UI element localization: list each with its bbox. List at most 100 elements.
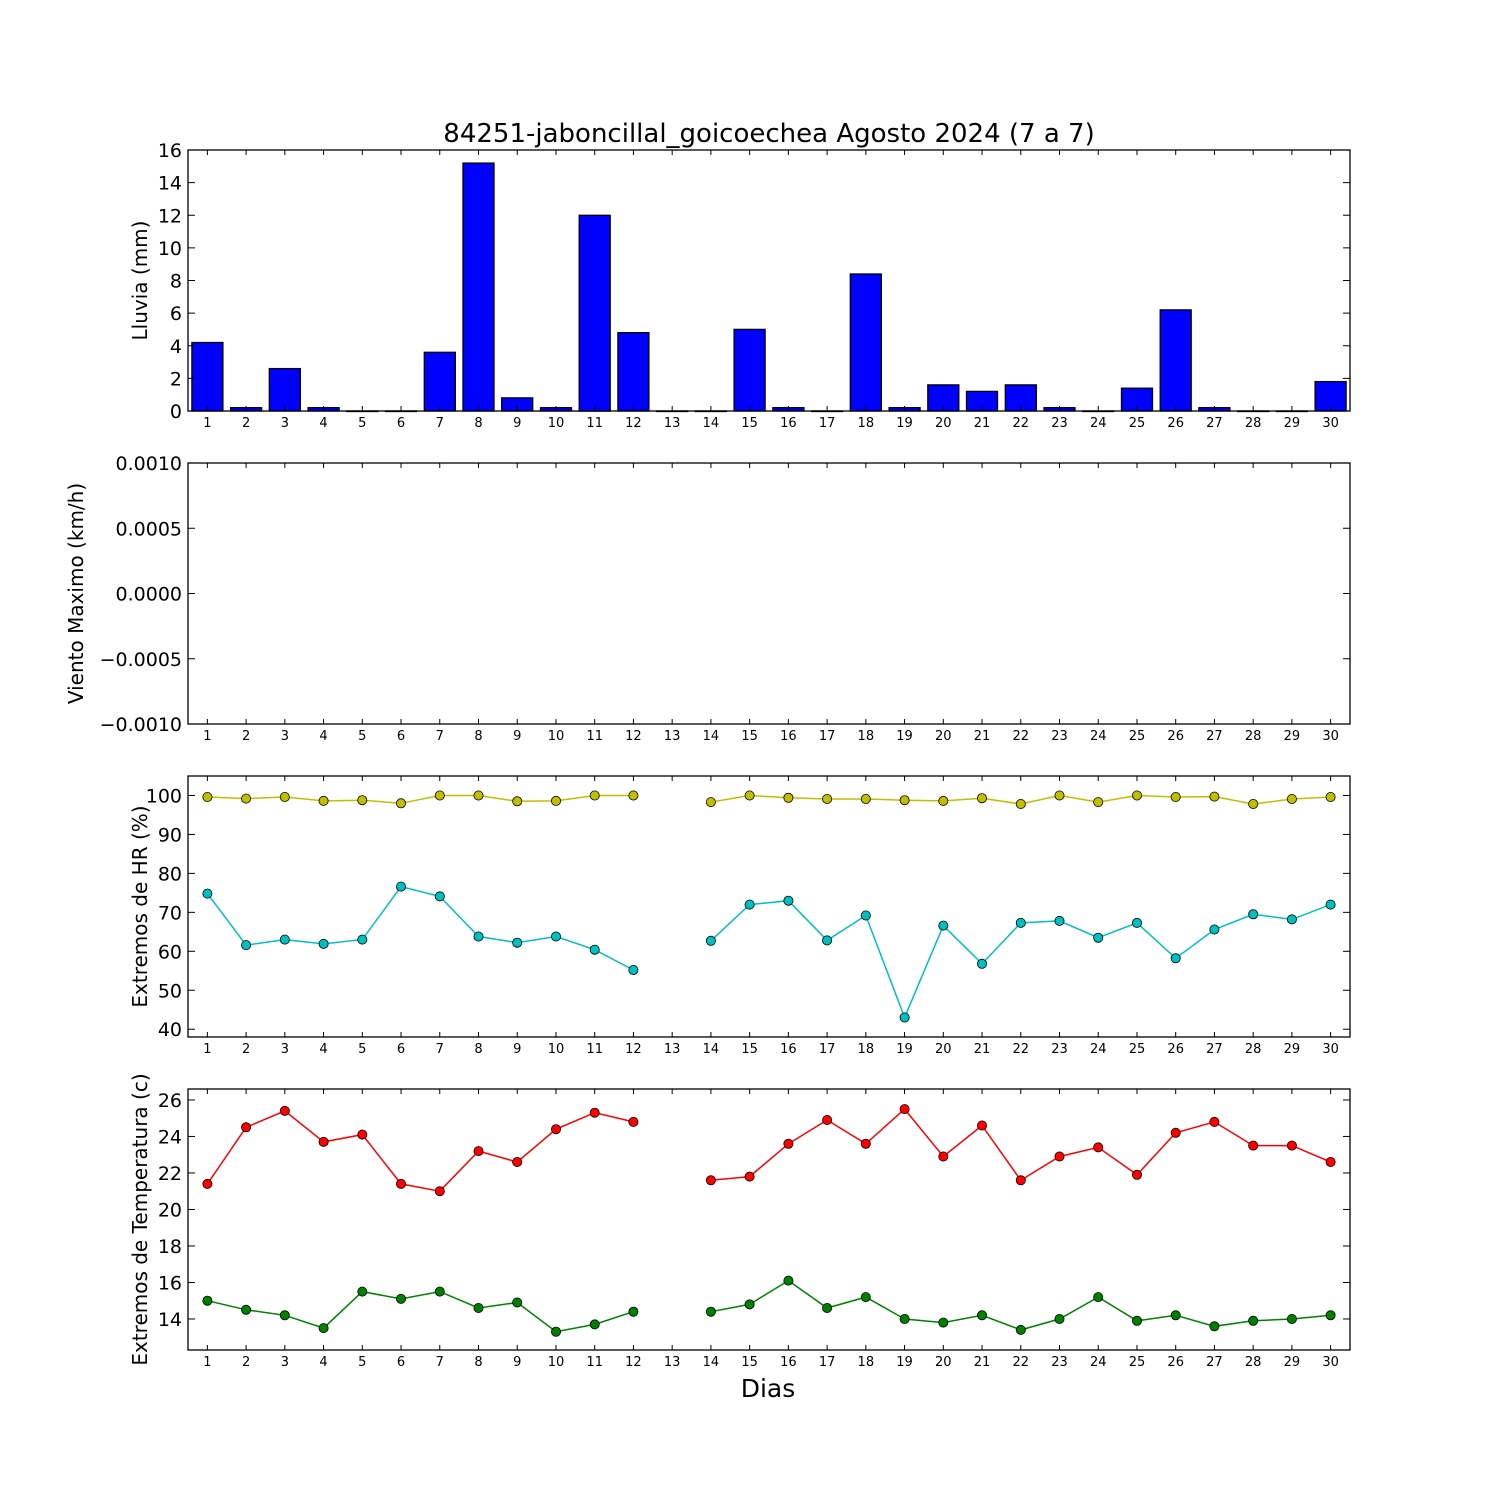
temperature-xtick-label: 13 [664,1355,681,1370]
wind-xtick-label: 14 [703,729,720,744]
humidity-series-1-point [473,790,484,801]
temperature-xtick-label: 3 [281,1355,289,1370]
wind-ytick-label: 0.0005 [116,518,182,540]
temperature-xtick-label: 16 [780,1355,797,1370]
temperature-series-2-point [357,1286,368,1297]
rain-xtick-label: 28 [1245,416,1262,431]
rain-xtick-label: 1 [203,416,211,431]
humidity-series-2-point [705,935,716,946]
rain-ytick-label: 4 [170,336,182,358]
rain-xtick-label: 9 [513,416,521,431]
wind-xtick-label: 25 [1129,729,1146,744]
wind-xtick-label: 13 [664,729,681,744]
rain-xtick-label: 6 [397,416,405,431]
rain-bar [1159,309,1192,412]
temperature-series-2-point [551,1326,562,1337]
temperature-xtick-label: 22 [1012,1355,1029,1370]
temperature-series-1-point [473,1146,484,1157]
temperature-series-2-point [318,1323,329,1334]
humidity-xtick-label: 13 [664,1042,681,1057]
wind-xtick-label: 10 [548,729,565,744]
temperature-series-2-point [938,1317,949,1328]
humidity-xtick-label: 8 [474,1042,482,1057]
humidity-series-2-point [1015,917,1026,928]
temperature-xtick-label: 27 [1206,1355,1223,1370]
temperature-series-2-point [1209,1321,1220,1332]
humidity-series-2-point [938,920,949,931]
rain-ytick-label: 16 [158,140,182,162]
temperature-xtick-label: 25 [1129,1355,1146,1370]
rain-xtick-label: 3 [281,416,289,431]
rain-xtick-label: 7 [436,416,444,431]
rain-xtick-label: 2 [242,416,250,431]
temperature-series-2-point [241,1304,252,1315]
humidity-ytick-label: 40 [158,1019,182,1041]
temperature-xtick-label: 20 [935,1355,952,1370]
temperature-series-1-line [710,1108,1331,1182]
temperature-xtick-label: 29 [1284,1355,1301,1370]
humidity-series-2-line [206,885,634,971]
humidity-xtick-label: 27 [1206,1042,1223,1057]
humidity-series-1-point [860,794,871,805]
humidity-series-1-point [1209,791,1220,802]
wind-xtick-label: 24 [1090,729,1107,744]
temperature-series-2-point [1015,1324,1026,1335]
temperature-series-1-point [860,1138,871,1149]
temperature-series-2-point [705,1306,716,1317]
humidity-xtick-label: 29 [1284,1042,1301,1057]
humidity-series-2-point [822,935,833,946]
temperature-series-1-point [938,1151,949,1162]
temperature-xtick-label: 18 [858,1355,875,1370]
temperature-series-2-point [473,1303,484,1314]
rain-bar [849,273,882,412]
temperature-ytick-label: 14 [158,1309,182,1331]
humidity-series-1-point [279,792,290,803]
temperature-series-2-point [899,1314,910,1325]
humidity-xtick-label: 6 [397,1042,405,1057]
humidity-xtick-label: 25 [1129,1042,1146,1057]
temperature-series-2-point [1132,1315,1143,1326]
temperature-series-1-point [1170,1127,1181,1138]
humidity-axes-frame [187,775,1351,1038]
figure-title: 84251-jaboncillal_goicoechea Agosto 2024… [443,119,1094,149]
humidity-series-1-point [899,795,910,806]
temperature-xtick-label: 24 [1090,1355,1107,1370]
temperature-series-2-line [207,1290,634,1333]
temperature-ytick-label: 20 [158,1199,182,1221]
humidity-series-2-point [977,958,988,969]
humidity-series-2-point [1286,914,1297,925]
rain-xtick-label: 4 [319,416,327,431]
rain-xtick-label: 16 [780,416,797,431]
rain-ytick-label: 8 [170,271,182,293]
humidity-xtick-label: 14 [703,1042,720,1057]
humidity-xtick-label: 1 [203,1042,211,1057]
humidity-series-1-point [705,797,716,808]
temperature-xtick-label: 4 [319,1355,327,1370]
wind-xtick-label: 18 [858,729,875,744]
temperature-xtick-label: 9 [513,1355,521,1370]
wind-xtick-label: 20 [935,729,952,744]
rain-ytick-label: 0 [170,401,182,423]
temperature-series-1-point [1248,1140,1259,1151]
wind-xtick-label: 28 [1245,729,1262,744]
temperature-xtick-label: 5 [358,1355,366,1370]
humidity-series-2-point [1170,953,1181,964]
wind-xtick-label: 16 [780,729,797,744]
wind-axes-frame [187,462,1351,725]
humidity-series-2-point [628,965,639,976]
humidity-series-1-point [1286,794,1297,805]
temperature-series-1-point [241,1122,252,1133]
temperature-xtick-label: 11 [586,1355,603,1370]
humidity-series-2-point [241,940,252,951]
humidity-xtick-label: 23 [1051,1042,1068,1057]
humidity-xtick-label: 11 [586,1042,603,1057]
humidity-xtick-label: 10 [548,1042,565,1057]
humidity-xtick-label: 12 [625,1042,642,1057]
humidity-series-2-point [512,937,523,948]
temperature-ytick-label: 22 [158,1163,182,1185]
humidity-series-2-point [783,895,794,906]
humidity-series-2-point [1132,917,1143,928]
temperature-series-2-point [860,1292,871,1303]
temperature-series-2-point [512,1297,523,1308]
temperature-xtick-label: 6 [397,1355,405,1370]
